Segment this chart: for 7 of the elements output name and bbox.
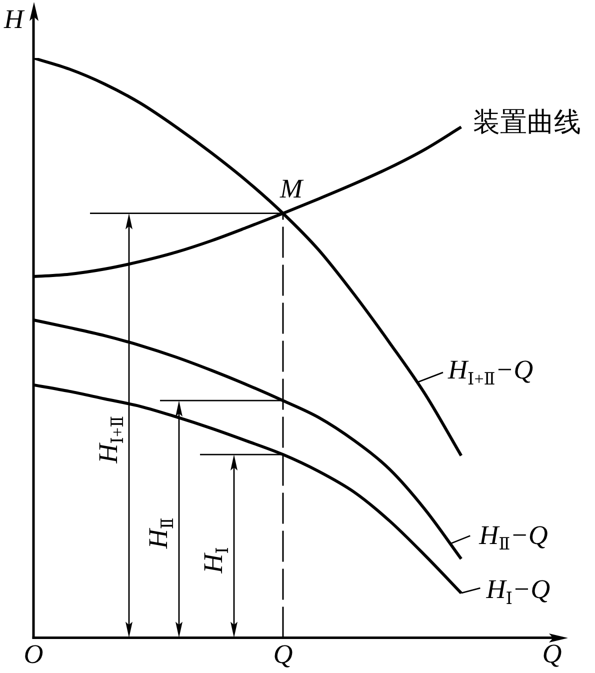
- annotation: M: [278, 173, 304, 204]
- series-label: 装置曲线: [473, 106, 582, 137]
- annotation: HⅠ: [198, 546, 232, 574]
- y-axis-title: H: [3, 4, 25, 34]
- x-tick-label: O: [24, 638, 44, 669]
- annotation: HⅠ+Ⅱ: [93, 416, 127, 464]
- annotation: HⅡ: [143, 518, 177, 550]
